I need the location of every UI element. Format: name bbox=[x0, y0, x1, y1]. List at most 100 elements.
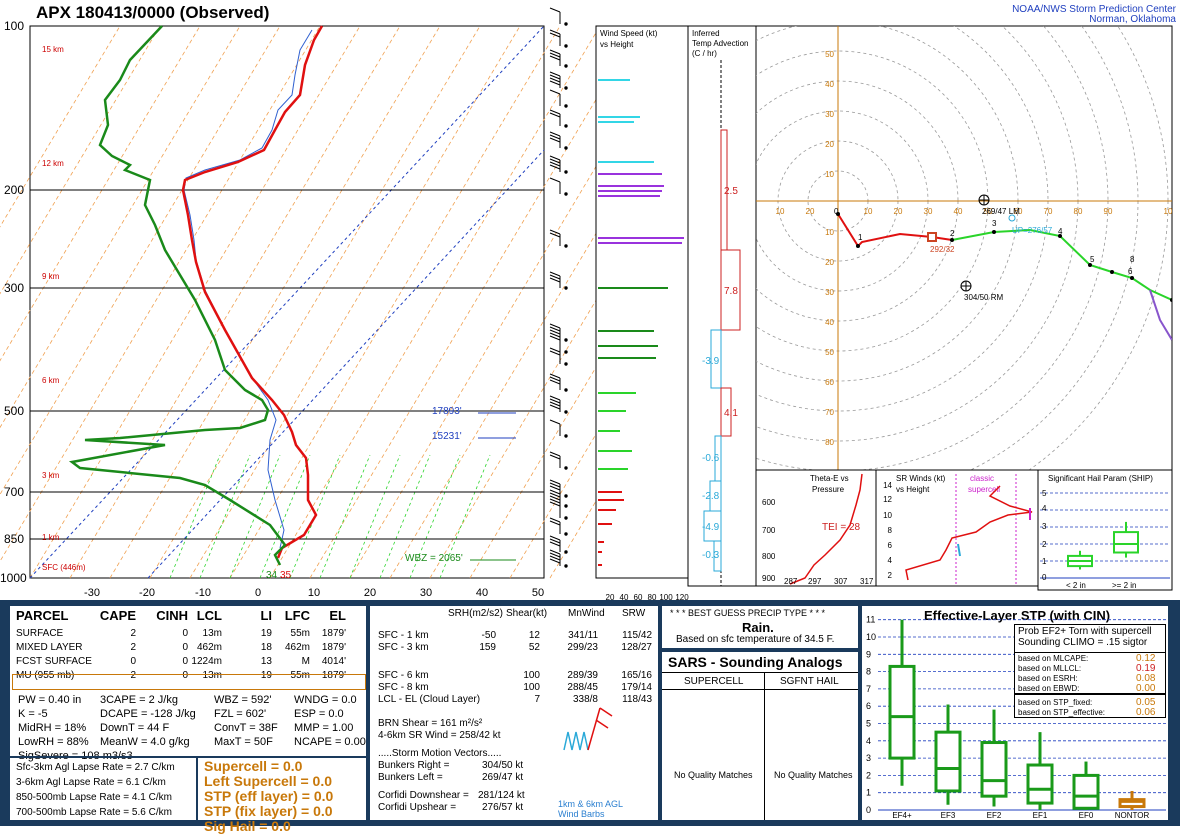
stp-ytick: 4 bbox=[866, 736, 871, 746]
svg-text:40: 40 bbox=[825, 80, 834, 89]
temp-tick-50: 50 bbox=[532, 587, 544, 599]
level-label-2: 15231' bbox=[432, 431, 462, 442]
bunkers-left-label: Bunkers Left = bbox=[378, 772, 443, 783]
bunkers-left: Bunkers Left = 269/47 kt bbox=[378, 772, 528, 784]
stp-box-ef1 bbox=[1026, 732, 1054, 810]
height-label-6km: 6 km bbox=[42, 376, 60, 385]
org-line-2: Norman, Oklahoma bbox=[1089, 14, 1176, 25]
svg-text:10: 10 bbox=[825, 170, 834, 179]
virtual-temp-trace bbox=[183, 29, 313, 549]
kin-cell: SFC - 6 km bbox=[378, 670, 429, 681]
hodograph-panel: 10 20 10 20 30 40 50 60 70 80 90 105040302010102030… bbox=[755, 25, 1173, 471]
lapse-850-500: 850-500mb Lapse Rate = 4.1 C/km bbox=[16, 792, 172, 803]
kin-cell: 128/27 bbox=[621, 642, 652, 653]
parcel-cell: 1879' bbox=[321, 670, 346, 681]
temp-adv-value-6: -2.8 bbox=[702, 491, 720, 502]
param-sig-hail: Sig Hail = 0.0 bbox=[204, 818, 291, 834]
sr-y-14: 14 bbox=[883, 481, 892, 490]
sars-title: SARS - Sounding Analogs bbox=[668, 654, 843, 670]
temp-tick-0: 0 bbox=[255, 587, 261, 599]
index-convt: ConvT = 38F bbox=[214, 722, 278, 734]
stp-based-list: based on MLCAPE: 0.12 based on MLLCL: 0.19 b… bbox=[1018, 653, 1164, 718]
ship-y-3: 3 bbox=[1042, 522, 1047, 531]
stp-ytick: 3 bbox=[866, 753, 871, 763]
skewt-panel: 100 200 300 500 700 850 1000 15 km 12 km… bbox=[0, 19, 881, 599]
index-esp: ESP = 0.0 bbox=[294, 708, 344, 720]
svg-text:10: 10 bbox=[825, 228, 834, 237]
parcel-panel: PARCEL CAPE CINH LCL LI LFC EL SURFACE 2 0 13m 19 55… bbox=[10, 606, 366, 834]
kin-header-shear: Shear(kt) bbox=[506, 608, 548, 619]
lapse-3-6km: 3-6km Agl Lapse Rate = 6.1 C/km bbox=[16, 777, 166, 788]
index-downt: DownT = 44 F bbox=[100, 722, 170, 734]
stp-based-value: 0.00 bbox=[1136, 683, 1156, 694]
parcel-cell: 55m bbox=[290, 670, 310, 681]
corfidi-down-value: 281/124 kt bbox=[478, 790, 525, 801]
theta-title-2: Pressure bbox=[812, 485, 845, 494]
temp-adv-value-3: -3.9 bbox=[702, 356, 720, 367]
svg-text:10: 10 bbox=[1164, 207, 1173, 216]
precip-title: * * * BEST GUESS PRECIP TYPE * * * bbox=[670, 608, 826, 618]
sars-panel: SARS - Sounding Analogs SUPERCELL SGFNT … bbox=[662, 652, 858, 820]
ws-tick-120: 120 bbox=[675, 593, 689, 600]
stp-box-ef3 bbox=[934, 704, 962, 805]
svg-text:60: 60 bbox=[1014, 207, 1023, 216]
temp-adv-value-4: 4.1 bbox=[724, 408, 738, 419]
svg-text:30: 30 bbox=[924, 207, 933, 216]
svg-text:20: 20 bbox=[825, 258, 834, 267]
wind-speed-title-1: Wind Speed (kt) bbox=[600, 29, 658, 38]
svg-text:20: 20 bbox=[894, 207, 903, 216]
ship-y-5: 5 bbox=[1042, 489, 1047, 498]
index-meanw: MeanW = 4.0 g/kg bbox=[100, 736, 190, 748]
theta-x-307: 307 bbox=[834, 577, 848, 586]
svg-text:60: 60 bbox=[825, 378, 834, 387]
theta-y-700: 700 bbox=[762, 526, 776, 535]
lm-label: 269/47 LM bbox=[982, 207, 1020, 216]
temp-tick-30: 30 bbox=[420, 587, 432, 599]
corfidi-upshear: Corfidi Upshear = 276/57 kt bbox=[378, 802, 528, 814]
param-stp-eff: STP (eff layer) = 0.0 bbox=[204, 788, 334, 804]
kin-header-srh: SRH(m2/s2) bbox=[448, 608, 504, 619]
kin-cell: 100 bbox=[523, 670, 540, 681]
stp-box-ef0 bbox=[1072, 761, 1100, 810]
hodo-hgt-3: 3 bbox=[992, 219, 997, 228]
stp-category-label: NONTOR bbox=[1115, 811, 1150, 820]
kin-cell: 118/43 bbox=[622, 694, 652, 705]
temp-adv-value-2: 7.8 bbox=[724, 286, 738, 297]
temp-tick-10: 10 bbox=[308, 587, 320, 599]
stp-panel: Effective-Layer STP (with CIN) 11 10 9 8 7 6 5… bbox=[862, 606, 1168, 820]
ship-title: Significant Hail Param (SHIP) bbox=[1048, 474, 1153, 483]
height-label-sfc: SFC (446m) bbox=[42, 563, 86, 572]
kin-cell: 159 bbox=[479, 642, 496, 653]
svg-text:10: 10 bbox=[776, 207, 785, 216]
wind-speed-panel: Wind Speed (kt) vs Height 20 40 60 80 10… bbox=[595, 25, 689, 600]
classic-label-2: supercell bbox=[968, 485, 1000, 494]
sr-y-10: 10 bbox=[883, 511, 892, 520]
corfidi-downshear: Corfidi Downshear = 281/124 kt bbox=[378, 790, 528, 802]
agl-wind-barbs bbox=[563, 707, 613, 751]
temp-tick--30: -30 bbox=[84, 587, 100, 599]
temp-adv-value-1: 2.5 bbox=[724, 186, 738, 197]
parcel-cell: 0 bbox=[182, 642, 188, 653]
parcel-cell: 0 bbox=[182, 670, 188, 681]
stp-ytick: 10 bbox=[866, 632, 876, 642]
temp-tick--20: -20 bbox=[139, 587, 155, 599]
stp-ytick: 0 bbox=[866, 805, 871, 815]
kinematics-rows: SFC - 1 km -50 12 341/11 115/42 SFC - 3 km 159… bbox=[378, 630, 656, 740]
lapse-sfc-3km: Sfc-3km Agl Lapse Rate = 2.7 C/km bbox=[16, 762, 175, 773]
ws-tick-80: 80 bbox=[648, 593, 657, 600]
temp-tick--10: -10 bbox=[195, 587, 211, 599]
stp-based-value: 0.06 bbox=[1136, 707, 1156, 718]
brn-shear: BRN Shear = 161 m²/s² bbox=[378, 718, 483, 729]
ship-box-0 bbox=[1067, 550, 1093, 570]
svg-text:10: 10 bbox=[864, 207, 873, 216]
index-dcape: DCAPE = -128 J/kg bbox=[100, 708, 196, 720]
stp-based-value: 0.08 bbox=[1136, 673, 1156, 684]
parcel-cell: 13m bbox=[202, 670, 222, 681]
parcel-cell: 2 bbox=[130, 670, 136, 681]
kin-cell: SFC - 3 km bbox=[378, 642, 429, 653]
composite-params: Supercell = 0.0 Left Supercell = 0.0 STP… bbox=[204, 758, 364, 834]
height-label-15km: 15 km bbox=[42, 45, 64, 54]
ws-tick-40: 40 bbox=[620, 593, 629, 600]
classic-label-1: classic bbox=[970, 474, 994, 483]
kin-cell: 100 bbox=[523, 682, 540, 693]
